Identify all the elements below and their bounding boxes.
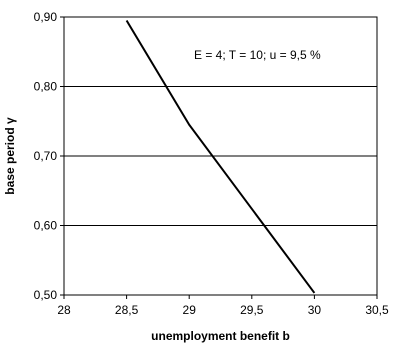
- x-tick-label: 28: [57, 303, 71, 317]
- series-group: [125, 19, 316, 294]
- x-tick-label: 28,5: [115, 303, 139, 317]
- y-tick-label: 0,50: [34, 288, 58, 302]
- y-tick-label: 0,70: [34, 149, 58, 163]
- y-tick-label: 0,90: [34, 10, 58, 24]
- x-axis-label: unemployment benefit b: [151, 329, 290, 343]
- y-axis-ticks: 0,50 0,60 0,70 0,80 0,90: [34, 10, 64, 302]
- chart-annotation: E = 4; T = 10; u = 9,5 %: [194, 48, 321, 62]
- x-tick-label: 30: [308, 303, 322, 317]
- x-axis-ticks: 28 28,5 29 29,5 30 30,5: [57, 295, 389, 317]
- y-tick-label: 0,80: [34, 80, 58, 94]
- gridlines: [64, 86, 377, 226]
- x-tick-label: 29,5: [240, 303, 264, 317]
- y-axis-label: base period γ: [3, 117, 17, 195]
- x-tick-label: 29: [183, 303, 197, 317]
- y-tick-label: 0,60: [34, 219, 58, 233]
- x-tick-label: 30,5: [365, 303, 389, 317]
